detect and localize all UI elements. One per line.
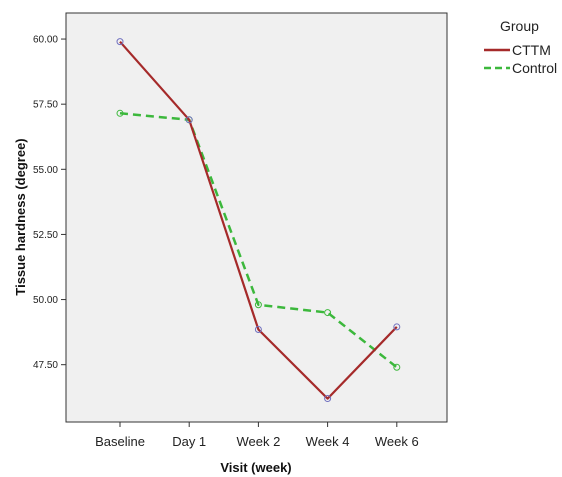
series-line-control: [119, 112, 398, 369]
y-tick-label: 50.00: [33, 295, 58, 306]
x-tick-label: Week 4: [306, 434, 350, 449]
x-tick-label: Day 1: [172, 434, 206, 449]
y-tick-label: 47.50: [33, 360, 58, 371]
data-point-control: [324, 309, 332, 317]
x-axis-title: Visit (week): [220, 460, 291, 475]
legend-label-cttm: CTTM: [512, 42, 551, 58]
y-tick-label: 55.00: [33, 165, 58, 176]
y-tick-label: 52.50: [33, 230, 58, 241]
x-tick-label: Week 2: [236, 434, 280, 449]
data-point-control: [393, 363, 401, 371]
legend-title: Group: [500, 18, 539, 34]
plot-area: [65, 12, 448, 423]
series-line-cttm: [119, 40, 398, 400]
data-point-cttm: [254, 326, 262, 334]
data-point-cttm: [185, 116, 193, 124]
y-axis-title: Tissue hardness (degree): [13, 138, 28, 295]
y-tick-label: 60.00: [33, 35, 58, 46]
x-tick-label: Week 6: [375, 434, 419, 449]
y-tick-label: 57.50: [33, 100, 58, 111]
legend: Group CTTM Control: [484, 18, 557, 76]
x-axis-ticks: Baseline Day 1 Week 2 Week 4 Week 6: [95, 422, 419, 449]
y-axis-ticks: 60.00 57.50 55.00 52.50 50.00 47.50: [33, 35, 66, 371]
data-point-cttm: [393, 323, 401, 331]
x-tick-label: Baseline: [95, 434, 145, 449]
legend-items: CTTM Control: [484, 42, 557, 76]
data-point-cttm: [324, 395, 332, 403]
data-point-control: [254, 301, 262, 309]
data-point-control: [116, 109, 124, 117]
series-layer: [116, 38, 401, 403]
data-point-cttm: [116, 38, 124, 46]
legend-label-control: Control: [512, 60, 557, 76]
